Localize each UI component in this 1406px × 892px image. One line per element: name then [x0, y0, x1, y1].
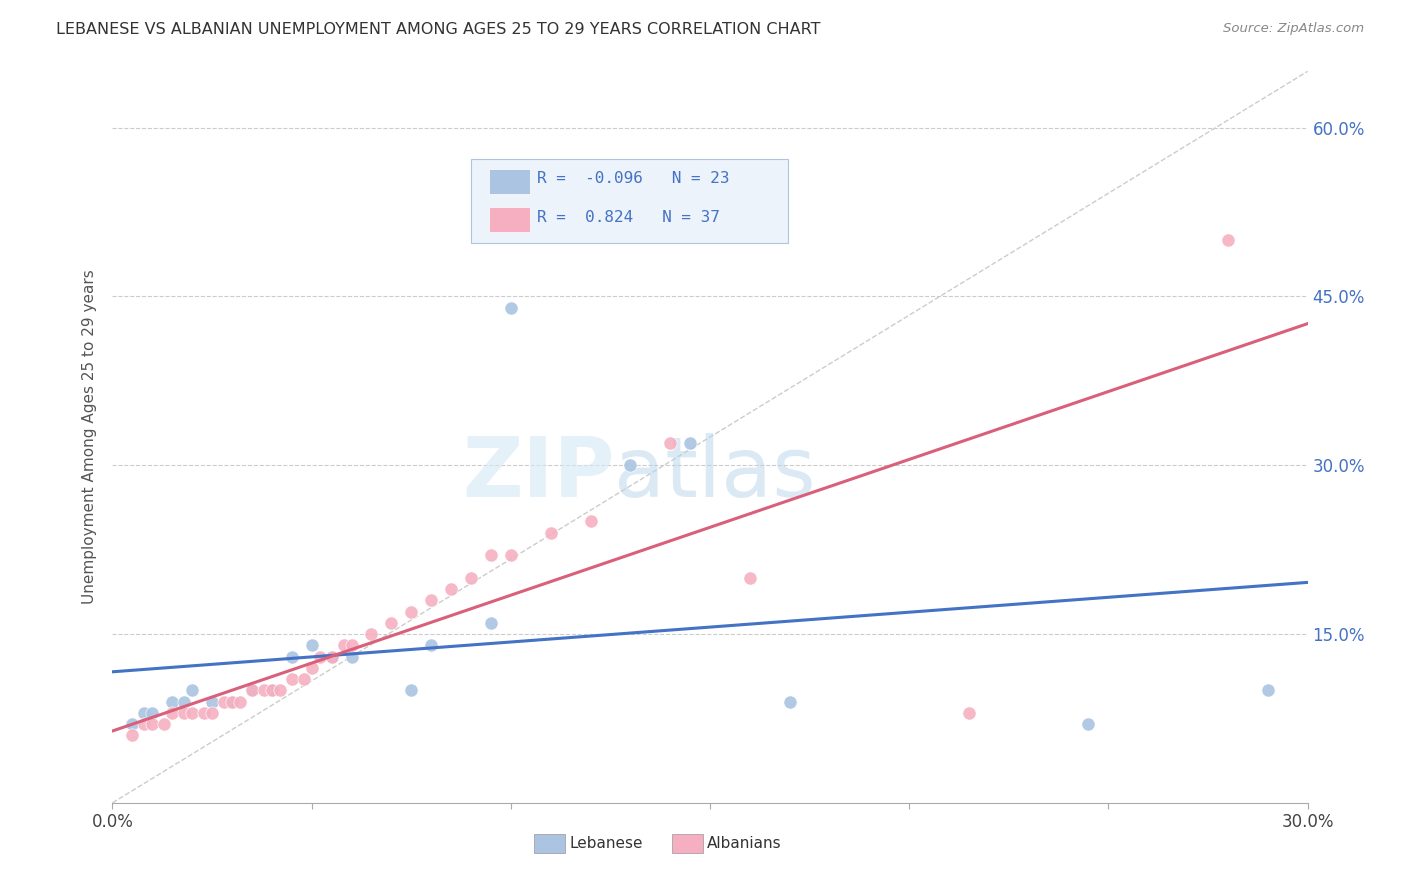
Point [619, 458, 641, 473]
Text: LEBANESE VS ALBANIAN UNEMPLOYMENT AMONG AGES 25 TO 29 YEARS CORRELATION CHART: LEBANESE VS ALBANIAN UNEMPLOYMENT AMONG … [56, 22, 821, 37]
Point [957, 706, 980, 720]
FancyBboxPatch shape [489, 207, 530, 232]
Point [240, 683, 263, 698]
Y-axis label: Unemployment Among Ages 25 to 29 years: Unemployment Among Ages 25 to 29 years [82, 269, 97, 605]
FancyBboxPatch shape [672, 834, 703, 854]
Point [162, 694, 183, 708]
Point [301, 638, 323, 652]
Point [260, 683, 283, 698]
Point [240, 683, 263, 698]
Point [162, 706, 183, 720]
Point [221, 694, 243, 708]
Point [229, 694, 252, 708]
Point [1077, 717, 1099, 731]
Point [212, 694, 235, 708]
Point [301, 661, 323, 675]
Point [121, 728, 143, 742]
Point [193, 706, 215, 720]
Point [141, 717, 163, 731]
Point [340, 649, 363, 664]
Point [779, 694, 801, 708]
Point [181, 683, 204, 698]
Text: Lebanese: Lebanese [569, 836, 643, 851]
Point [738, 571, 761, 585]
Point [659, 435, 682, 450]
Point [292, 672, 315, 686]
Point [173, 706, 195, 720]
Point [401, 683, 423, 698]
Text: Source: ZipAtlas.com: Source: ZipAtlas.com [1223, 22, 1364, 36]
Point [134, 717, 156, 731]
FancyBboxPatch shape [471, 159, 787, 244]
Point [440, 582, 463, 596]
Point [173, 694, 195, 708]
Point [221, 694, 243, 708]
Point [201, 694, 224, 708]
Point [260, 683, 283, 698]
FancyBboxPatch shape [489, 169, 530, 194]
Point [269, 683, 291, 698]
Point [201, 706, 224, 720]
FancyBboxPatch shape [534, 834, 565, 854]
Point [281, 649, 304, 664]
Point [380, 615, 402, 630]
Point [1216, 233, 1239, 247]
Point [181, 706, 204, 720]
Point [321, 649, 343, 664]
Point [420, 638, 443, 652]
Point [1257, 683, 1279, 698]
Text: atlas: atlas [614, 434, 815, 514]
Text: R =  0.824   N = 37: R = 0.824 N = 37 [537, 211, 720, 225]
Point [308, 649, 330, 664]
Point [340, 638, 363, 652]
Point [499, 548, 522, 562]
Point [420, 593, 443, 607]
Point [134, 706, 156, 720]
Point [281, 672, 304, 686]
Point [401, 605, 423, 619]
Point [540, 525, 562, 540]
Point [579, 515, 602, 529]
Point [121, 717, 143, 731]
Point [479, 615, 502, 630]
Point [141, 706, 163, 720]
Text: Albanians: Albanians [706, 836, 782, 851]
Text: R =  -0.096   N = 23: R = -0.096 N = 23 [537, 171, 730, 186]
Point [679, 435, 702, 450]
Point [499, 301, 522, 315]
Point [153, 717, 176, 731]
Point [321, 649, 343, 664]
Text: ZIP: ZIP [463, 434, 614, 514]
Point [253, 683, 276, 698]
Point [360, 627, 382, 641]
Point [332, 638, 354, 652]
Point [460, 571, 482, 585]
Point [479, 548, 502, 562]
